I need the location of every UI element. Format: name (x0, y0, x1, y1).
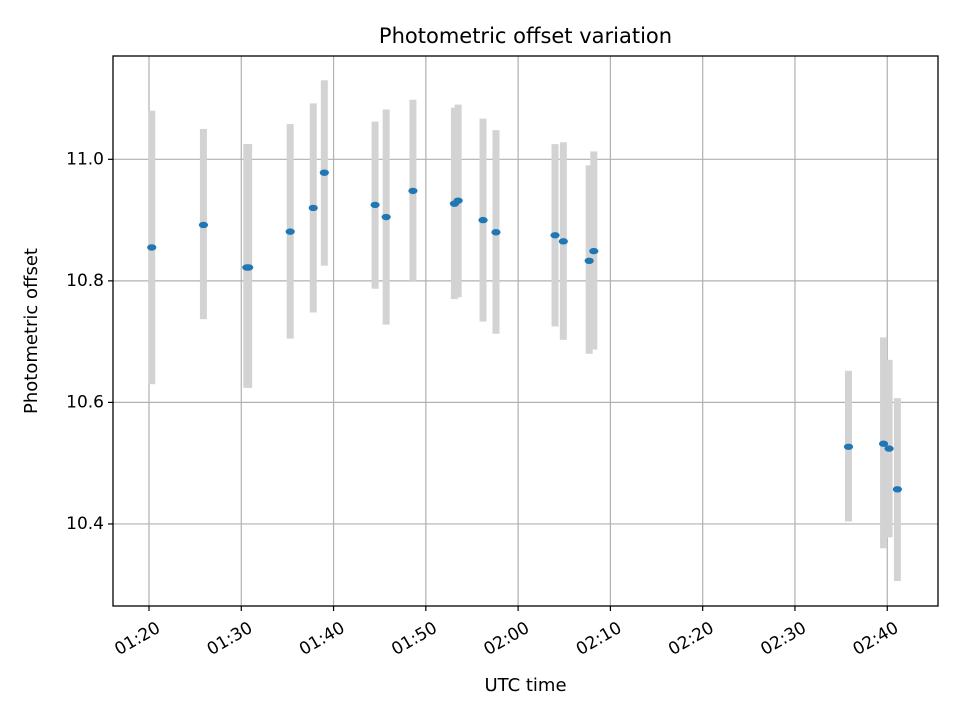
data-point (884, 445, 894, 452)
y-tick-label: 10.8 (66, 271, 104, 291)
y-axis-label: Photometric offset (21, 248, 42, 414)
data-point (491, 229, 501, 236)
point-layer (147, 169, 902, 493)
y-tick-label: 11.0 (66, 149, 104, 169)
data-point (244, 264, 254, 271)
x-tick-label: 02:10 (573, 618, 625, 660)
data-point (558, 238, 568, 245)
grid-layer (113, 56, 938, 606)
data-point (550, 232, 560, 239)
x-tick-label: 01:40 (296, 618, 348, 660)
x-tick-label: 01:20 (111, 618, 163, 660)
x-tick-label: 01:30 (204, 618, 256, 660)
errorbar-layer (148, 80, 901, 582)
plot-frame (112, 55, 939, 607)
x-tick-label: 01:50 (388, 618, 440, 660)
data-point (478, 216, 488, 224)
data-point (843, 443, 854, 450)
x-axis-label: UTC time (484, 675, 566, 696)
data-point (147, 244, 157, 251)
data-point (319, 169, 329, 176)
data-point (892, 486, 902, 493)
data-point (408, 187, 418, 195)
data-point (370, 201, 380, 209)
y-tick-label: 10.6 (66, 392, 104, 412)
data-point (878, 440, 889, 447)
data-point (453, 197, 463, 204)
x-tick-label: 02:20 (665, 618, 717, 660)
y-tick-label: 10.4 (66, 514, 104, 534)
data-point (198, 221, 209, 229)
x-tick-label: 02:30 (757, 618, 809, 660)
chart-title: Photometric offset variation (379, 24, 672, 48)
data-point (285, 228, 295, 235)
x-tick-label: 02:00 (481, 618, 533, 660)
data-point (308, 204, 318, 212)
data-point (589, 247, 599, 255)
data-point (584, 257, 594, 265)
data-point (381, 213, 391, 221)
x-tick-label: 02:40 (850, 618, 902, 660)
